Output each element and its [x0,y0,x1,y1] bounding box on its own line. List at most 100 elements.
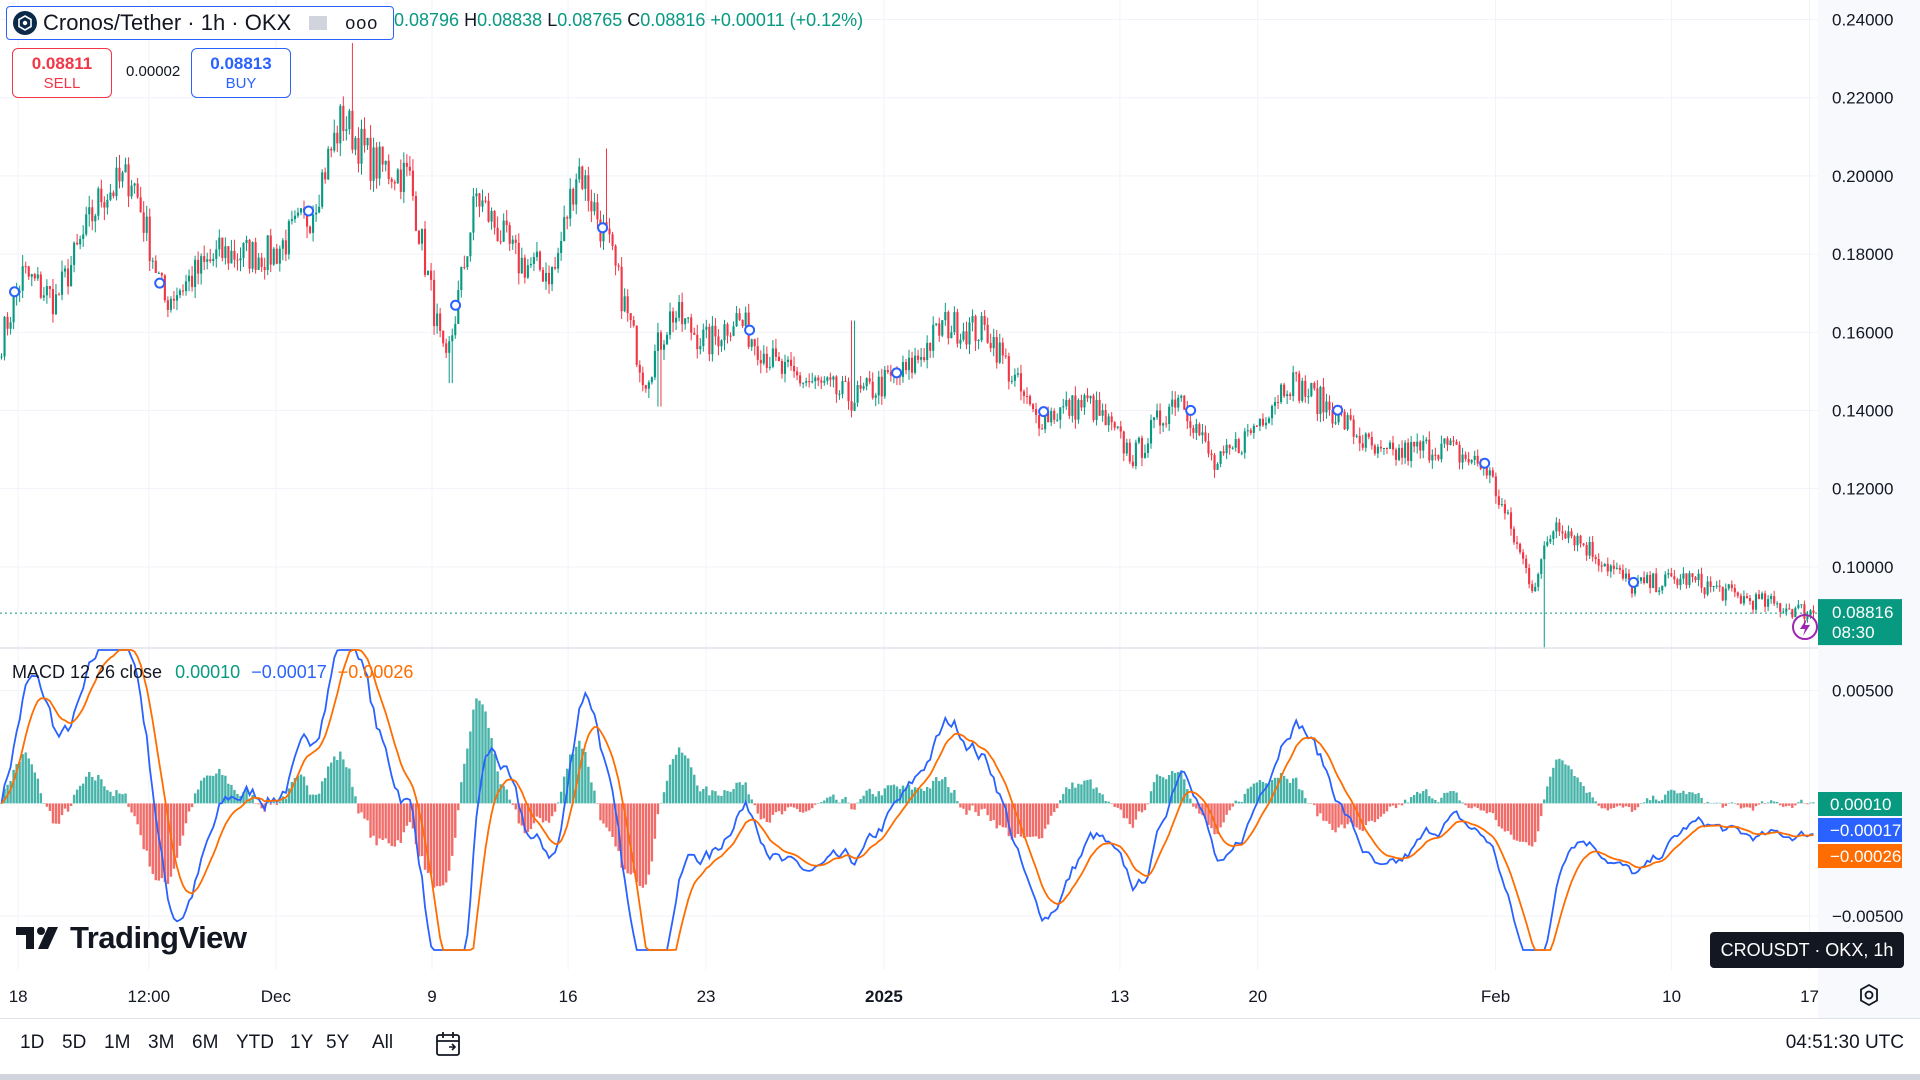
candle-body [242,243,245,259]
event-marker[interactable] [597,222,609,234]
histogram-bar [608,803,611,832]
histogram-bar [1285,778,1289,804]
event-marker[interactable] [303,205,315,217]
event-marker[interactable] [1479,457,1491,469]
flag-icon[interactable] [309,16,328,30]
histogram-bar [1612,803,1616,809]
histogram-bar [1588,792,1591,804]
histogram-bar [1579,782,1582,804]
candle-body [1404,442,1407,458]
candle-body [1304,380,1307,397]
tradingview-logo[interactable]: TradingView [16,920,247,956]
candle-body [587,175,590,202]
more-options-button[interactable]: ooo [345,12,379,33]
histogram-bar [441,803,445,886]
histogram-bar [1216,803,1219,835]
histogram-bar [1403,799,1407,804]
range-button-5y[interactable]: 5Y [326,1032,350,1053]
buy-button[interactable]: 0.08813 BUY [191,48,291,98]
candle-body [405,162,408,167]
event-marker[interactable] [154,277,166,289]
histogram-bar [339,751,342,804]
histogram-bar [729,791,732,804]
candle-body [1280,384,1283,403]
histogram-bar [1243,793,1246,804]
candle-body [414,195,417,231]
calendar-icon[interactable] [434,1030,462,1058]
symbol-info[interactable]: Cronos/Tether · 1h · OKX ooo [6,6,394,40]
utc-clock[interactable]: 04:51:30 UTC [1785,1032,1904,1053]
histogram-bar [1056,803,1059,809]
candle-body [1174,399,1177,408]
candle-body [30,274,33,277]
candle-body [1080,399,1083,408]
range-button-ytd[interactable]: YTD [236,1032,274,1053]
histogram-bar [175,803,179,858]
range-button-1d[interactable]: 1D [20,1032,45,1053]
histogram-bar [1207,803,1210,825]
histogram-bar [1679,792,1682,804]
candle-body [1192,427,1195,433]
histogram-bar [1086,780,1089,804]
histogram-bar [429,803,433,875]
candle-body [160,272,163,276]
candle-body [287,221,290,255]
histogram-bar [1615,803,1619,807]
histogram-bar [1685,794,1688,804]
histogram-bar [499,784,502,804]
price-axis-label: 0.12000 [1832,480,1893,499]
time-axis-label: 9 [427,987,436,1006]
candle-body [481,200,484,207]
histogram-bar [317,793,321,804]
candle-body [814,377,817,382]
histogram-bar [1597,803,1600,806]
candle-body [1367,433,1370,438]
range-button-3m[interactable]: 3M [148,1032,175,1053]
range-button-5d[interactable]: 5D [62,1032,87,1053]
histogram-bar [163,803,167,883]
histogram-bar [1706,801,1709,804]
histogram-bar [1313,803,1316,806]
event-marker[interactable] [1185,404,1197,416]
histogram-bar [686,758,690,804]
candle-body [181,290,185,292]
histogram-bar [366,803,369,821]
macd-legend[interactable]: MACD 12 26 close 0.00010 −0.00017 −0.000… [12,662,413,683]
candle-body [1643,577,1646,584]
histogram-bar [24,752,27,804]
histogram-bar [351,786,354,804]
event-marker[interactable] [450,299,462,311]
histogram-bar [517,803,520,824]
event-marker[interactable] [9,286,21,298]
candle-body [1252,425,1255,433]
candle-body [1739,595,1742,604]
histogram-bar [956,801,959,804]
candle-body [1761,593,1764,599]
sell-button[interactable]: 0.08811 SELL [12,48,112,98]
event-marker[interactable] [744,324,756,336]
flash-icon[interactable] [1790,612,1820,642]
event-marker[interactable] [891,367,903,379]
settings-gear-icon[interactable] [1856,982,1882,1008]
range-button-1m[interactable]: 1M [104,1032,131,1053]
event-marker[interactable] [1628,576,1639,588]
candle-body [1407,442,1410,461]
event-marker[interactable] [1332,404,1344,416]
event-marker[interactable] [1038,406,1050,418]
candle-body [57,294,61,296]
candle-body [1579,535,1582,544]
candle-body [929,343,932,351]
range-button-1y[interactable]: 1Y [290,1032,314,1053]
histogram-bar [1288,783,1292,804]
candle-body [1261,418,1264,426]
candle-body [245,239,248,244]
histogram-bar [1422,791,1425,804]
range-button-6m[interactable]: 6M [192,1032,219,1053]
histogram-bar [693,774,696,804]
buy-price: 0.08813 [210,54,272,73]
candle-body [650,377,653,383]
range-button-all[interactable]: All [372,1032,394,1053]
candle-body [1754,594,1758,610]
histogram-bar [538,803,542,819]
